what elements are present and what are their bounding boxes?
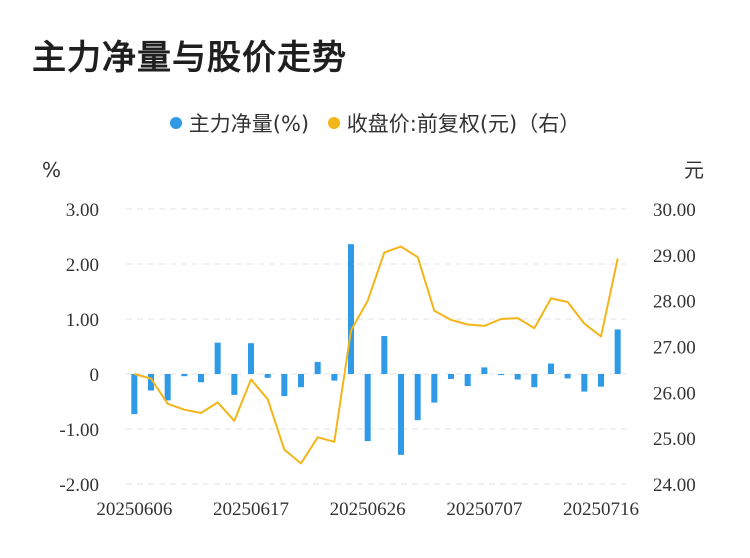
right-tick-label: 24.00 xyxy=(653,475,696,496)
right-tick-label: 25.00 xyxy=(653,429,696,450)
close-price-point[interactable] xyxy=(349,328,354,333)
right-tick-label: 30.00 xyxy=(653,200,696,221)
close-price-point[interactable] xyxy=(282,447,287,452)
close-price-point[interactable] xyxy=(149,376,154,381)
legend-label-net-volume: 主力净量(%) xyxy=(188,112,310,136)
close-price-point[interactable] xyxy=(382,250,387,255)
legend: 主力净量(%) 收盘价:前复权(元)（右） xyxy=(0,108,750,138)
close-price-point[interactable] xyxy=(549,296,554,301)
net-volume-bar[interactable] xyxy=(581,374,588,392)
net-volume-bar[interactable] xyxy=(464,374,471,387)
legend-item-net-volume[interactable]: 主力净量(%) xyxy=(169,108,310,138)
right-tick-label: 28.00 xyxy=(653,292,696,313)
net-volume-bar[interactable] xyxy=(198,374,204,383)
left-axis-ticks: 3.00 2.00 1.00 0 -1.00 -2.00 xyxy=(59,200,99,496)
close-price-point[interactable] xyxy=(615,256,620,261)
x-tick-label: 20250617 xyxy=(213,499,289,520)
close-price-point[interactable] xyxy=(599,334,604,339)
chart-title: 主力净量与股价走势 xyxy=(32,38,347,78)
net-volume-bar[interactable] xyxy=(148,374,154,391)
close-price-point[interactable] xyxy=(215,400,220,405)
close-price-point[interactable] xyxy=(449,317,454,322)
close-price-point[interactable] xyxy=(365,298,370,303)
right-axis-ticks: 30.00 29.00 28.00 27.00 26.00 25.00 24.00 xyxy=(653,200,696,496)
legend-dot-close-price xyxy=(327,117,340,129)
close-price-point[interactable] xyxy=(582,321,587,326)
left-tick-label: -1.00 xyxy=(59,420,99,441)
x-tick-label: 20250716 xyxy=(563,499,639,520)
net-volume-bar[interactable] xyxy=(548,363,554,374)
net-volume-bar[interactable] xyxy=(314,361,321,374)
close-price-point[interactable] xyxy=(182,407,187,412)
net-volume-bar[interactable] xyxy=(564,374,571,379)
legend-dot-net-volume xyxy=(169,117,182,129)
net-volume-bar[interactable] xyxy=(598,374,604,387)
net-volume-bar[interactable] xyxy=(264,374,271,378)
close-price-point[interactable] xyxy=(515,316,520,321)
close-price-point[interactable] xyxy=(565,300,570,305)
left-tick-label: -2.00 xyxy=(59,475,99,496)
net-volume-bar[interactable] xyxy=(131,374,138,415)
net-volume-bar[interactable] xyxy=(531,374,538,388)
x-tick-label: 20250606 xyxy=(96,499,172,520)
close-price-point[interactable] xyxy=(399,244,404,249)
right-axis-unit: 元 xyxy=(684,158,704,182)
close-price-point[interactable] xyxy=(465,322,470,327)
x-tick-label: 20250626 xyxy=(330,499,406,520)
net-volume-bar[interactable] xyxy=(331,374,338,381)
legend-item-close-price[interactable]: 收盘价:前复权(元)（右） xyxy=(327,108,581,138)
left-tick-label: 2.00 xyxy=(66,255,99,276)
close-price-point[interactable] xyxy=(532,326,537,331)
legend-label-close-price: 收盘价:前复权(元)（右） xyxy=(346,112,581,136)
net-volume-bar[interactable] xyxy=(498,374,504,376)
close-price-point[interactable] xyxy=(299,461,304,466)
right-tick-label: 29.00 xyxy=(653,246,696,267)
close-price-point[interactable] xyxy=(199,410,204,415)
close-price-point[interactable] xyxy=(432,308,437,313)
net-volume-bar[interactable] xyxy=(214,342,221,374)
net-volume-bar[interactable] xyxy=(281,374,288,396)
close-price-point[interactable] xyxy=(332,439,337,444)
close-price-point[interactable] xyxy=(165,401,170,406)
net-volume-bar[interactable] xyxy=(231,374,238,395)
right-tick-label: 26.00 xyxy=(653,383,696,404)
close-price-polyline xyxy=(134,245,619,465)
close-price-point[interactable] xyxy=(249,377,254,382)
left-tick-label: 3.00 xyxy=(66,200,99,221)
net-volume-bar[interactable] xyxy=(181,374,188,377)
net-volume-bar[interactable] xyxy=(448,374,454,379)
net-volume-bar[interactable] xyxy=(481,367,488,374)
net-volume-bar[interactable] xyxy=(348,244,354,374)
close-price-line xyxy=(132,244,620,466)
x-tick-label: 20250707 xyxy=(446,499,522,520)
net-volume-bar[interactable] xyxy=(381,336,388,374)
right-tick-label: 27.00 xyxy=(653,338,696,359)
net-volume-bar[interactable] xyxy=(298,374,304,388)
x-axis-ticks: 20250606 20250617 20250626 20250707 20250716 xyxy=(96,499,639,520)
net-volume-bar[interactable] xyxy=(398,374,404,455)
net-volume-bar[interactable] xyxy=(164,374,171,401)
net-volume-bars xyxy=(131,244,621,455)
net-volume-bar[interactable] xyxy=(431,374,438,403)
close-price-point[interactable] xyxy=(132,372,137,377)
left-tick-label: 0 xyxy=(90,365,100,386)
close-price-point[interactable] xyxy=(315,435,320,440)
close-price-point[interactable] xyxy=(232,418,237,423)
close-price-point[interactable] xyxy=(265,397,270,402)
net-volume-bar[interactable] xyxy=(364,374,371,442)
close-price-point[interactable] xyxy=(482,323,487,328)
net-volume-bar[interactable] xyxy=(514,374,521,380)
grid-lines xyxy=(126,208,626,485)
left-tick-label: 1.00 xyxy=(66,310,99,331)
net-volume-bar[interactable] xyxy=(414,374,421,421)
close-price-point[interactable] xyxy=(415,255,420,260)
close-price-point[interactable] xyxy=(499,317,504,322)
net-volume-bar[interactable] xyxy=(248,343,254,374)
net-volume-bar[interactable] xyxy=(614,329,621,374)
left-axis-unit: % xyxy=(42,158,61,182)
